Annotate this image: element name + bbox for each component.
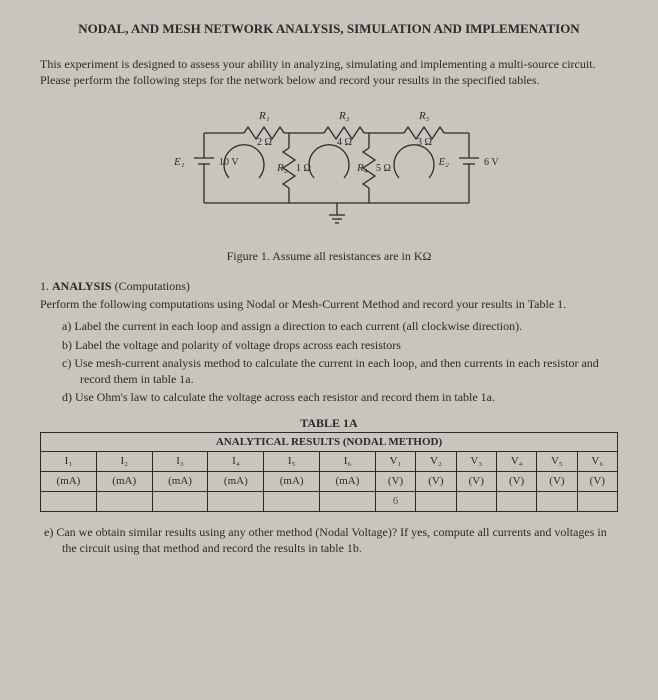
svg-text:R₄: R₄ [356, 162, 368, 174]
cell [208, 492, 264, 512]
section-number: 1. [40, 279, 49, 293]
unit-i2: (mA) [96, 472, 152, 492]
svg-text:2 Ω: 2 Ω [257, 137, 272, 148]
col-i1: I₁ [41, 452, 97, 472]
col-i2: I₂ [96, 452, 152, 472]
svg-text:1 Ω: 1 Ω [296, 163, 311, 174]
col-v3: V₃ [456, 452, 496, 472]
cell [416, 492, 456, 512]
unit-v1: (V) [375, 472, 415, 492]
cell [264, 492, 320, 512]
cell [456, 492, 496, 512]
svg-text:3 Ω: 3 Ω [417, 137, 432, 148]
unit-v3: (V) [456, 472, 496, 492]
col-v6: V₆ [577, 452, 617, 472]
table-caption: ANALYTICAL RESULTS (NODAL METHOD) [41, 432, 618, 452]
cell [41, 492, 97, 512]
col-i5: I₅ [264, 452, 320, 472]
item-a: a) Label the current in each loop and as… [62, 318, 618, 334]
svg-text:R₁: R₁ [258, 110, 270, 122]
circuit-diagram: R₁ R₃ R₅ R₂ R₄ E₁ E₂ 2 Ω 4 Ω 3 Ω 1 Ω 5 Ω… [149, 103, 509, 233]
analysis-lead: Perform the following computations using… [40, 296, 618, 312]
cell [152, 492, 208, 512]
cell [320, 492, 376, 512]
svg-text:R₅: R₅ [418, 110, 430, 122]
col-v5: V₅ [537, 452, 577, 472]
svg-text:5 Ω: 5 Ω [376, 163, 391, 174]
unit-i6: (mA) [320, 472, 376, 492]
item-c: c) Use mesh-current analysis method to c… [62, 355, 618, 387]
unit-i1: (mA) [41, 472, 97, 492]
svg-text:R₂: R₂ [276, 162, 288, 174]
cell-handwritten: 6 [375, 492, 415, 512]
table-row: 6 [41, 492, 618, 512]
svg-text:6 V: 6 V [484, 157, 499, 168]
table-header-row: I₁ I₂ I₃ I₄ I₅ I₆ V₁ V₂ V₃ V₄ V₅ V₆ [41, 452, 618, 472]
col-i3: I₃ [152, 452, 208, 472]
item-b: b) Label the voltage and polarity of vol… [62, 337, 618, 353]
unit-v6: (V) [577, 472, 617, 492]
col-v1: V₁ [375, 452, 415, 472]
col-v2: V₂ [416, 452, 456, 472]
item-d: d) Use Ohm's law to calculate the voltag… [62, 389, 618, 405]
analysis-heading: 1. ANALYSIS (Computations) [40, 278, 618, 294]
intro-paragraph: This experiment is designed to assess yo… [40, 56, 618, 88]
page-title: NODAL, AND MESH NETWORK ANALYSIS, SIMULA… [40, 20, 618, 38]
svg-text:10 V: 10 V [219, 157, 239, 168]
unit-v4: (V) [496, 472, 536, 492]
table-title: TABLE 1A [40, 415, 618, 431]
cell [496, 492, 536, 512]
cell [577, 492, 617, 512]
unit-i3: (mA) [152, 472, 208, 492]
unit-v2: (V) [416, 472, 456, 492]
unit-v5: (V) [537, 472, 577, 492]
svg-text:4 Ω: 4 Ω [337, 137, 352, 148]
cell [537, 492, 577, 512]
col-i6: I₆ [320, 452, 376, 472]
unit-i5: (mA) [264, 472, 320, 492]
section-paren: (Computations) [115, 279, 190, 293]
svg-text:E₁: E₁ [173, 156, 185, 168]
table-unit-row: (mA) (mA) (mA) (mA) (mA) (mA) (V) (V) (V… [41, 472, 618, 492]
item-e: e) Can we obtain similar results using a… [40, 524, 618, 556]
col-v4: V₄ [496, 452, 536, 472]
cell [96, 492, 152, 512]
svg-text:E₂: E₂ [437, 156, 449, 168]
unit-i4: (mA) [208, 472, 264, 492]
table-1a: ANALYTICAL RESULTS (NODAL METHOD) I₁ I₂ … [40, 432, 618, 513]
svg-text:R₃: R₃ [338, 110, 350, 122]
col-i4: I₄ [208, 452, 264, 472]
section-title: ANALYSIS [52, 279, 112, 293]
figure-caption: Figure 1. Assume all resistances are in … [40, 248, 618, 264]
analysis-sublist: a) Label the current in each loop and as… [40, 318, 618, 405]
